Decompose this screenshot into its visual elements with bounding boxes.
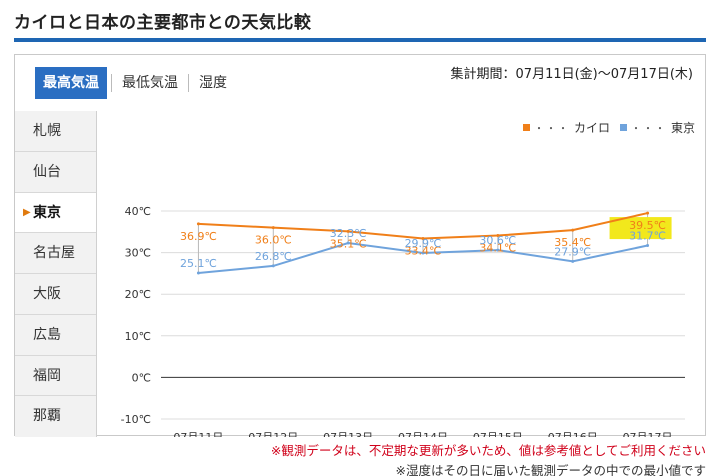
data-label-cairo: 35.1℃	[330, 237, 367, 250]
point-tokyo	[421, 251, 425, 255]
legend-label-tokyo: 東京	[670, 121, 695, 135]
legend-dots: ・・・	[533, 124, 570, 135]
x-tick-label: 07月13日	[323, 431, 373, 437]
y-tick-label: 30℃	[125, 247, 151, 260]
point-tokyo	[571, 259, 575, 263]
y-tick-label: 20℃	[125, 288, 151, 301]
point-tokyo	[496, 248, 500, 252]
point-cairo	[646, 211, 650, 215]
x-tick-label: 07月11日	[173, 431, 223, 437]
legend-swatch-tokyo	[619, 124, 627, 131]
metric-tabs: 最高気温 最低気温 湿度	[35, 67, 233, 99]
point-tokyo	[271, 264, 275, 268]
data-label-tokyo: 32.3℃	[330, 227, 367, 240]
humidity-note: ※湿度はその日に届いた観測データの中での最小値です	[395, 463, 706, 476]
tab-divider	[188, 74, 189, 92]
point-cairo	[421, 236, 425, 240]
data-label-tokyo: 30.6℃	[479, 234, 516, 247]
chart-legend: ・・・ カイロ ・・・ 東京	[522, 119, 695, 136]
city-label: 札幌	[33, 123, 61, 139]
data-label-cairo: 35.4℃	[554, 236, 591, 249]
title-rule	[14, 38, 706, 42]
legend-label-cairo: カイロ	[573, 121, 610, 135]
data-label-cairo: 36.0℃	[255, 234, 292, 247]
data-label-cairo: 36.9℃	[180, 230, 217, 243]
period-label: 集計期間：07月11日(金)〜07月17日(木)	[450, 67, 693, 82]
city-item-osaka[interactable]: 大阪	[15, 274, 96, 315]
city-label: 大阪	[33, 286, 61, 302]
city-label: 東京	[33, 204, 61, 221]
legend-item-tokyo: ・・・ 東京	[619, 119, 695, 136]
city-list: 札幌 仙台 ▶ 東京 名古屋 大阪 広島 福岡 那覇	[15, 111, 97, 437]
city-item-sapporo[interactable]: 札幌	[15, 111, 96, 152]
data-label-tokyo: 31.7℃	[629, 230, 666, 243]
legend-item-cairo: ・・・ カイロ	[522, 119, 610, 136]
data-label-cairo: 33.4℃	[405, 244, 442, 257]
city-label: 福岡	[33, 367, 61, 384]
x-tick-label: 07月16日	[548, 431, 598, 437]
tab-divider	[111, 74, 112, 92]
comparison-panel: 最高気温 最低気温 湿度 集計期間：07月11日(金)〜07月17日(木) 札幌…	[14, 54, 706, 444]
city-item-hiroshima[interactable]: 広島	[15, 314, 96, 356]
city-label: 那覇	[33, 408, 61, 425]
point-tokyo	[196, 271, 200, 275]
x-tick-label: 07月17日	[623, 431, 673, 437]
legend-swatch-cairo	[522, 124, 530, 131]
tab-humidity[interactable]: 湿度	[199, 75, 227, 91]
city-item-naha[interactable]: 那覇	[15, 396, 96, 437]
y-tick-label: -10℃	[121, 413, 151, 426]
city-label: 名古屋	[33, 245, 75, 262]
data-label-tokyo: 29.9℃	[405, 237, 442, 250]
city-item-nagoya[interactable]: 名古屋	[15, 233, 96, 274]
data-label-cairo: 34.1℃	[479, 242, 516, 255]
point-cairo	[496, 234, 500, 238]
x-tick-label: 07月12日	[248, 431, 298, 437]
data-label-cairo: 39.5℃	[629, 219, 666, 232]
x-tick-label: 07月15日	[473, 431, 523, 437]
data-label-tokyo: 27.9℃	[554, 245, 591, 258]
city-item-tokyo[interactable]: ▶ 東京	[15, 192, 96, 234]
city-label: 広島	[33, 326, 61, 343]
city-item-sendai[interactable]: 仙台	[15, 151, 96, 193]
legend-dots: ・・・	[630, 124, 667, 135]
point-cairo	[571, 228, 575, 232]
point-tokyo	[646, 244, 650, 248]
point-cairo	[271, 226, 275, 230]
point-cairo	[196, 222, 200, 226]
caret-right-icon: ▶	[23, 206, 31, 218]
y-tick-label: 40℃	[125, 205, 151, 218]
y-tick-label: 0℃	[132, 371, 151, 384]
y-tick-label: 10℃	[125, 330, 151, 343]
tab-max-temp[interactable]: 最高気温	[35, 67, 107, 99]
tab-min-temp[interactable]: 最低気温	[122, 75, 178, 91]
data-label-tokyo: 26.8℃	[255, 250, 292, 263]
point-tokyo	[346, 241, 350, 245]
chart-svg: 40℃ 30℃ 20℃ 10℃ 0℃ -10℃ 07月11日 07月12日 07月13日 07月1…	[121, 205, 685, 444]
temperature-chart: ・・・ カイロ ・・・ 東京 40℃ 30℃ 20℃ 10℃ 0℃ -10℃ 07月11日 0…	[99, 111, 705, 444]
city-item-fukuoka[interactable]: 福岡	[15, 355, 96, 397]
city-label: 仙台	[33, 163, 61, 180]
x-tick-label: 07月14日	[398, 431, 448, 437]
highlight-marker	[609, 217, 672, 240]
data-label-tokyo: 25.1℃	[180, 257, 217, 270]
data-warning-note: ※観測データは、不定期な更新が多いため、値は参考値としてご利用ください	[270, 443, 706, 458]
point-cairo	[346, 229, 350, 233]
page-title: カイロと日本の主要都市との天気比較	[14, 13, 312, 33]
